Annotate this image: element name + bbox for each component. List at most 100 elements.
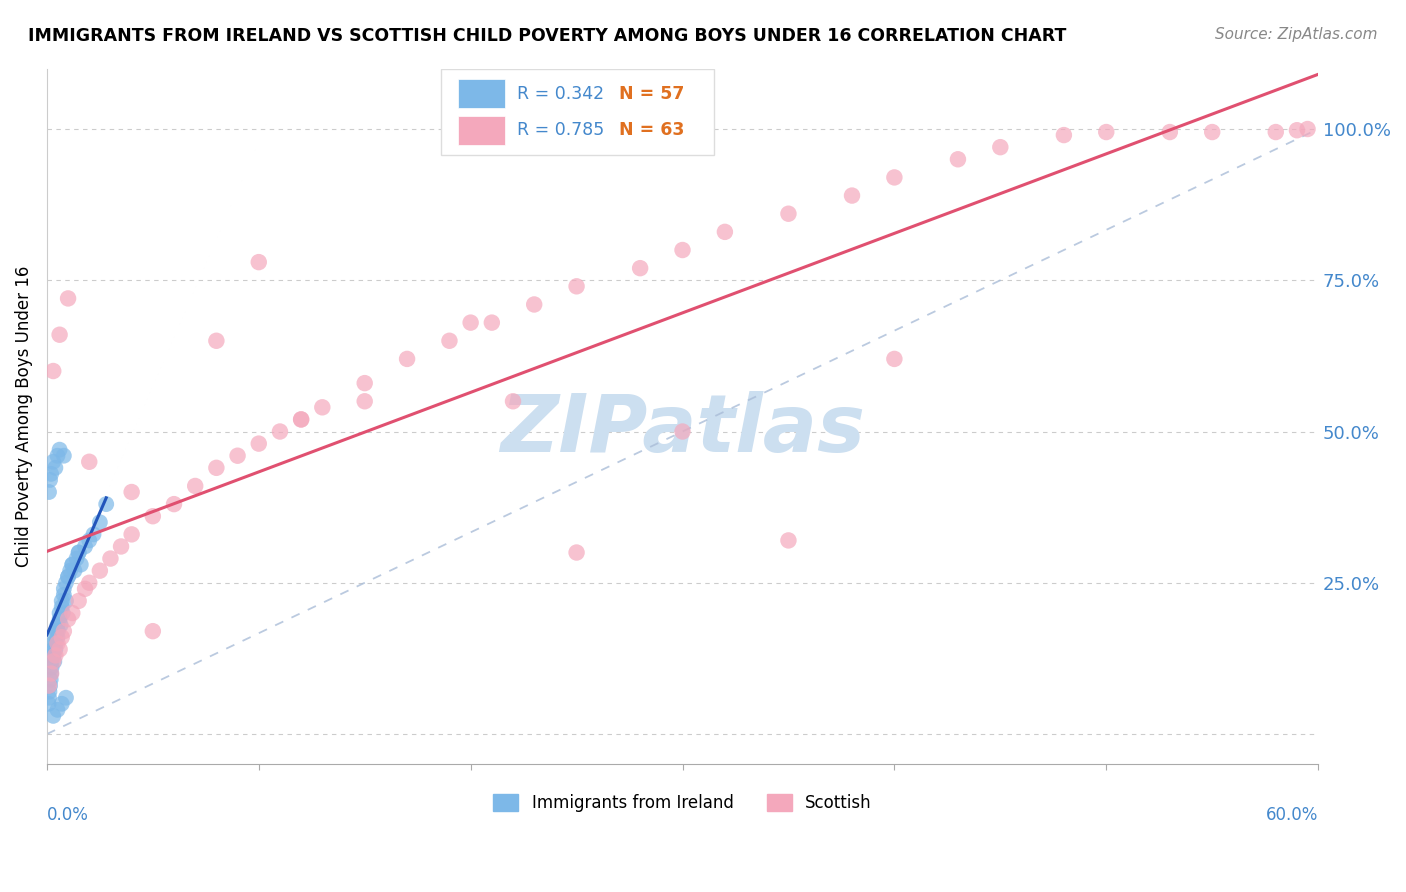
Point [42, 709, 65, 723]
Point [778, 533, 800, 548]
Point [460, 316, 482, 330]
Point [83, 527, 105, 541]
Point [44, 630, 66, 644]
Text: 0.0%: 0.0% [46, 806, 89, 824]
Point [45, 624, 67, 639]
Point [44, 655, 66, 669]
Text: R = 0.785: R = 0.785 [517, 121, 605, 139]
Point [39, 467, 62, 481]
Point [481, 316, 503, 330]
Point [73, 540, 96, 554]
Point [46, 618, 69, 632]
Point [49, 618, 72, 632]
Point [1053, 128, 1076, 142]
Point [51, 599, 73, 614]
Point [184, 479, 207, 493]
Point [1095, 125, 1118, 139]
Point [1159, 125, 1181, 139]
Point [1285, 123, 1308, 137]
Point [77, 533, 100, 548]
Point [46, 703, 69, 717]
Point [353, 376, 375, 391]
Point [1264, 125, 1286, 139]
Point [52, 582, 75, 596]
Point [60, 558, 83, 572]
Point [89, 564, 111, 578]
Point [52, 624, 75, 639]
Text: IMMIGRANTS FROM IRELAND VS SCOTTISH CHILD POVERTY AMONG BOYS UNDER 16 CORRELATIO: IMMIGRANTS FROM IRELAND VS SCOTTISH CHIL… [28, 27, 1067, 45]
Point [1296, 122, 1319, 136]
Point [290, 412, 312, 426]
Point [38, 697, 60, 711]
Point [38, 684, 60, 698]
Point [1201, 125, 1223, 139]
Point [39, 679, 62, 693]
Point [778, 207, 800, 221]
Point [121, 485, 143, 500]
Point [44, 648, 66, 663]
Point [121, 527, 143, 541]
Point [523, 297, 546, 311]
Text: N = 57: N = 57 [619, 85, 685, 103]
Point [39, 666, 62, 681]
Point [60, 558, 83, 572]
Text: N = 63: N = 63 [619, 121, 685, 139]
Point [48, 642, 70, 657]
Point [51, 630, 73, 644]
Point [163, 497, 186, 511]
Point [290, 412, 312, 426]
Point [628, 261, 651, 276]
Point [42, 636, 65, 650]
Point [69, 558, 91, 572]
Point [671, 243, 693, 257]
Point [42, 648, 65, 663]
Point [946, 153, 969, 167]
Point [42, 364, 65, 378]
Point [56, 570, 79, 584]
Point [41, 660, 63, 674]
Point [42, 655, 65, 669]
Point [45, 636, 67, 650]
Point [42, 642, 65, 657]
Point [39, 473, 62, 487]
FancyBboxPatch shape [457, 79, 505, 108]
Point [247, 436, 270, 450]
Point [988, 140, 1011, 154]
Point [671, 425, 693, 439]
Point [247, 255, 270, 269]
Text: ZIPatlas: ZIPatlas [501, 392, 865, 469]
Point [56, 612, 79, 626]
Point [52, 606, 75, 620]
Point [883, 351, 905, 366]
Point [48, 442, 70, 457]
Point [42, 455, 65, 469]
Point [56, 292, 79, 306]
Point [226, 449, 249, 463]
Point [60, 606, 83, 620]
Point [269, 425, 291, 439]
Point [52, 588, 75, 602]
Point [46, 449, 69, 463]
Point [67, 594, 90, 608]
Point [110, 540, 132, 554]
Point [38, 485, 60, 500]
Point [63, 564, 86, 578]
Point [73, 582, 96, 596]
Point [48, 606, 70, 620]
Point [39, 673, 62, 687]
Point [55, 594, 77, 608]
Point [142, 509, 165, 524]
Point [51, 697, 73, 711]
Y-axis label: Child Poverty Among Boys Under 16: Child Poverty Among Boys Under 16 [15, 266, 32, 567]
Point [77, 575, 100, 590]
Point [100, 551, 122, 566]
Point [565, 545, 588, 559]
Point [38, 679, 60, 693]
Point [39, 655, 62, 669]
Point [59, 564, 82, 578]
Point [396, 351, 419, 366]
Point [55, 690, 77, 705]
Point [67, 545, 90, 559]
Point [502, 394, 524, 409]
Text: Source: ZipAtlas.com: Source: ZipAtlas.com [1215, 27, 1378, 42]
